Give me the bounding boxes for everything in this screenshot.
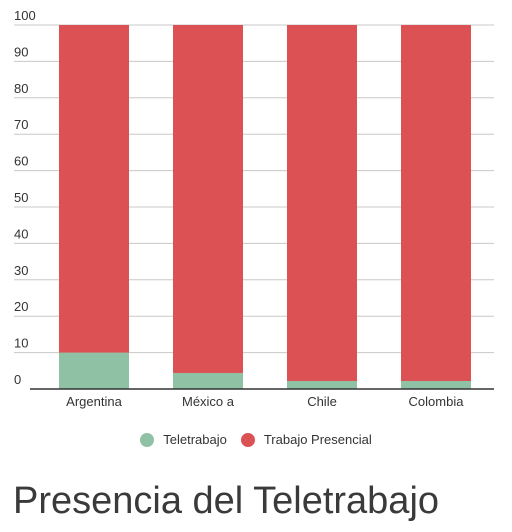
legend-swatch-teletrabajo (140, 432, 155, 447)
bar-segment-teletrabajo[interactable] (401, 380, 471, 389)
y-tick-label: 90 (14, 44, 28, 59)
bar-segment-teletrabajo[interactable] (59, 352, 129, 389)
legend-item-trabajo-presencial[interactable]: Trabajo Presencial (240, 432, 372, 447)
y-axis-tick-labels: 0 10 20 30 40 50 60 70 80 90 100 (14, 8, 36, 387)
legend-label-teletrabajo: Teletrabajo (163, 432, 227, 447)
y-tick-label: 40 (14, 226, 28, 241)
bar-segment-trabajo-presencial[interactable] (287, 25, 357, 381)
x-category-label: Argentina (66, 394, 122, 409)
y-tick-label: 80 (14, 81, 28, 96)
x-category-label: Colombia (409, 394, 465, 409)
bar-segment-trabajo-presencial[interactable] (173, 25, 243, 373)
legend-item-teletrabajo[interactable]: Teletrabajo (140, 432, 227, 447)
bar-segment-teletrabajo[interactable] (173, 372, 243, 389)
x-axis-category-labels: Argentina México a Chile Colombia (66, 394, 464, 409)
stacked-bar-chart: 0 10 20 30 40 50 60 70 80 90 100 Argentina México a… (14, 8, 494, 409)
y-tick-label: 20 (14, 299, 28, 314)
y-tick-label: 30 (14, 263, 28, 278)
legend: Teletrabajo Trabajo Presencial (0, 432, 512, 447)
legend-label-trabajo-presencial: Trabajo Presencial (263, 432, 372, 447)
x-category-label: México a (182, 394, 235, 409)
y-tick-label: 60 (14, 154, 28, 169)
x-category-label: Chile (307, 394, 337, 409)
y-tick-label: 100 (14, 8, 36, 23)
y-tick-label: 70 (14, 117, 28, 132)
chart-title: Presencia del Teletrabajo (13, 480, 440, 522)
legend-swatch-trabajo-presencial (240, 432, 255, 447)
bar-segment-teletrabajo[interactable] (287, 380, 357, 389)
bar-segment-trabajo-presencial[interactable] (401, 25, 471, 381)
y-tick-label: 0 (14, 372, 21, 387)
bars (59, 25, 471, 389)
bar-segment-trabajo-presencial[interactable] (59, 25, 129, 353)
y-tick-label: 50 (14, 190, 28, 205)
y-tick-label: 10 (14, 336, 28, 351)
